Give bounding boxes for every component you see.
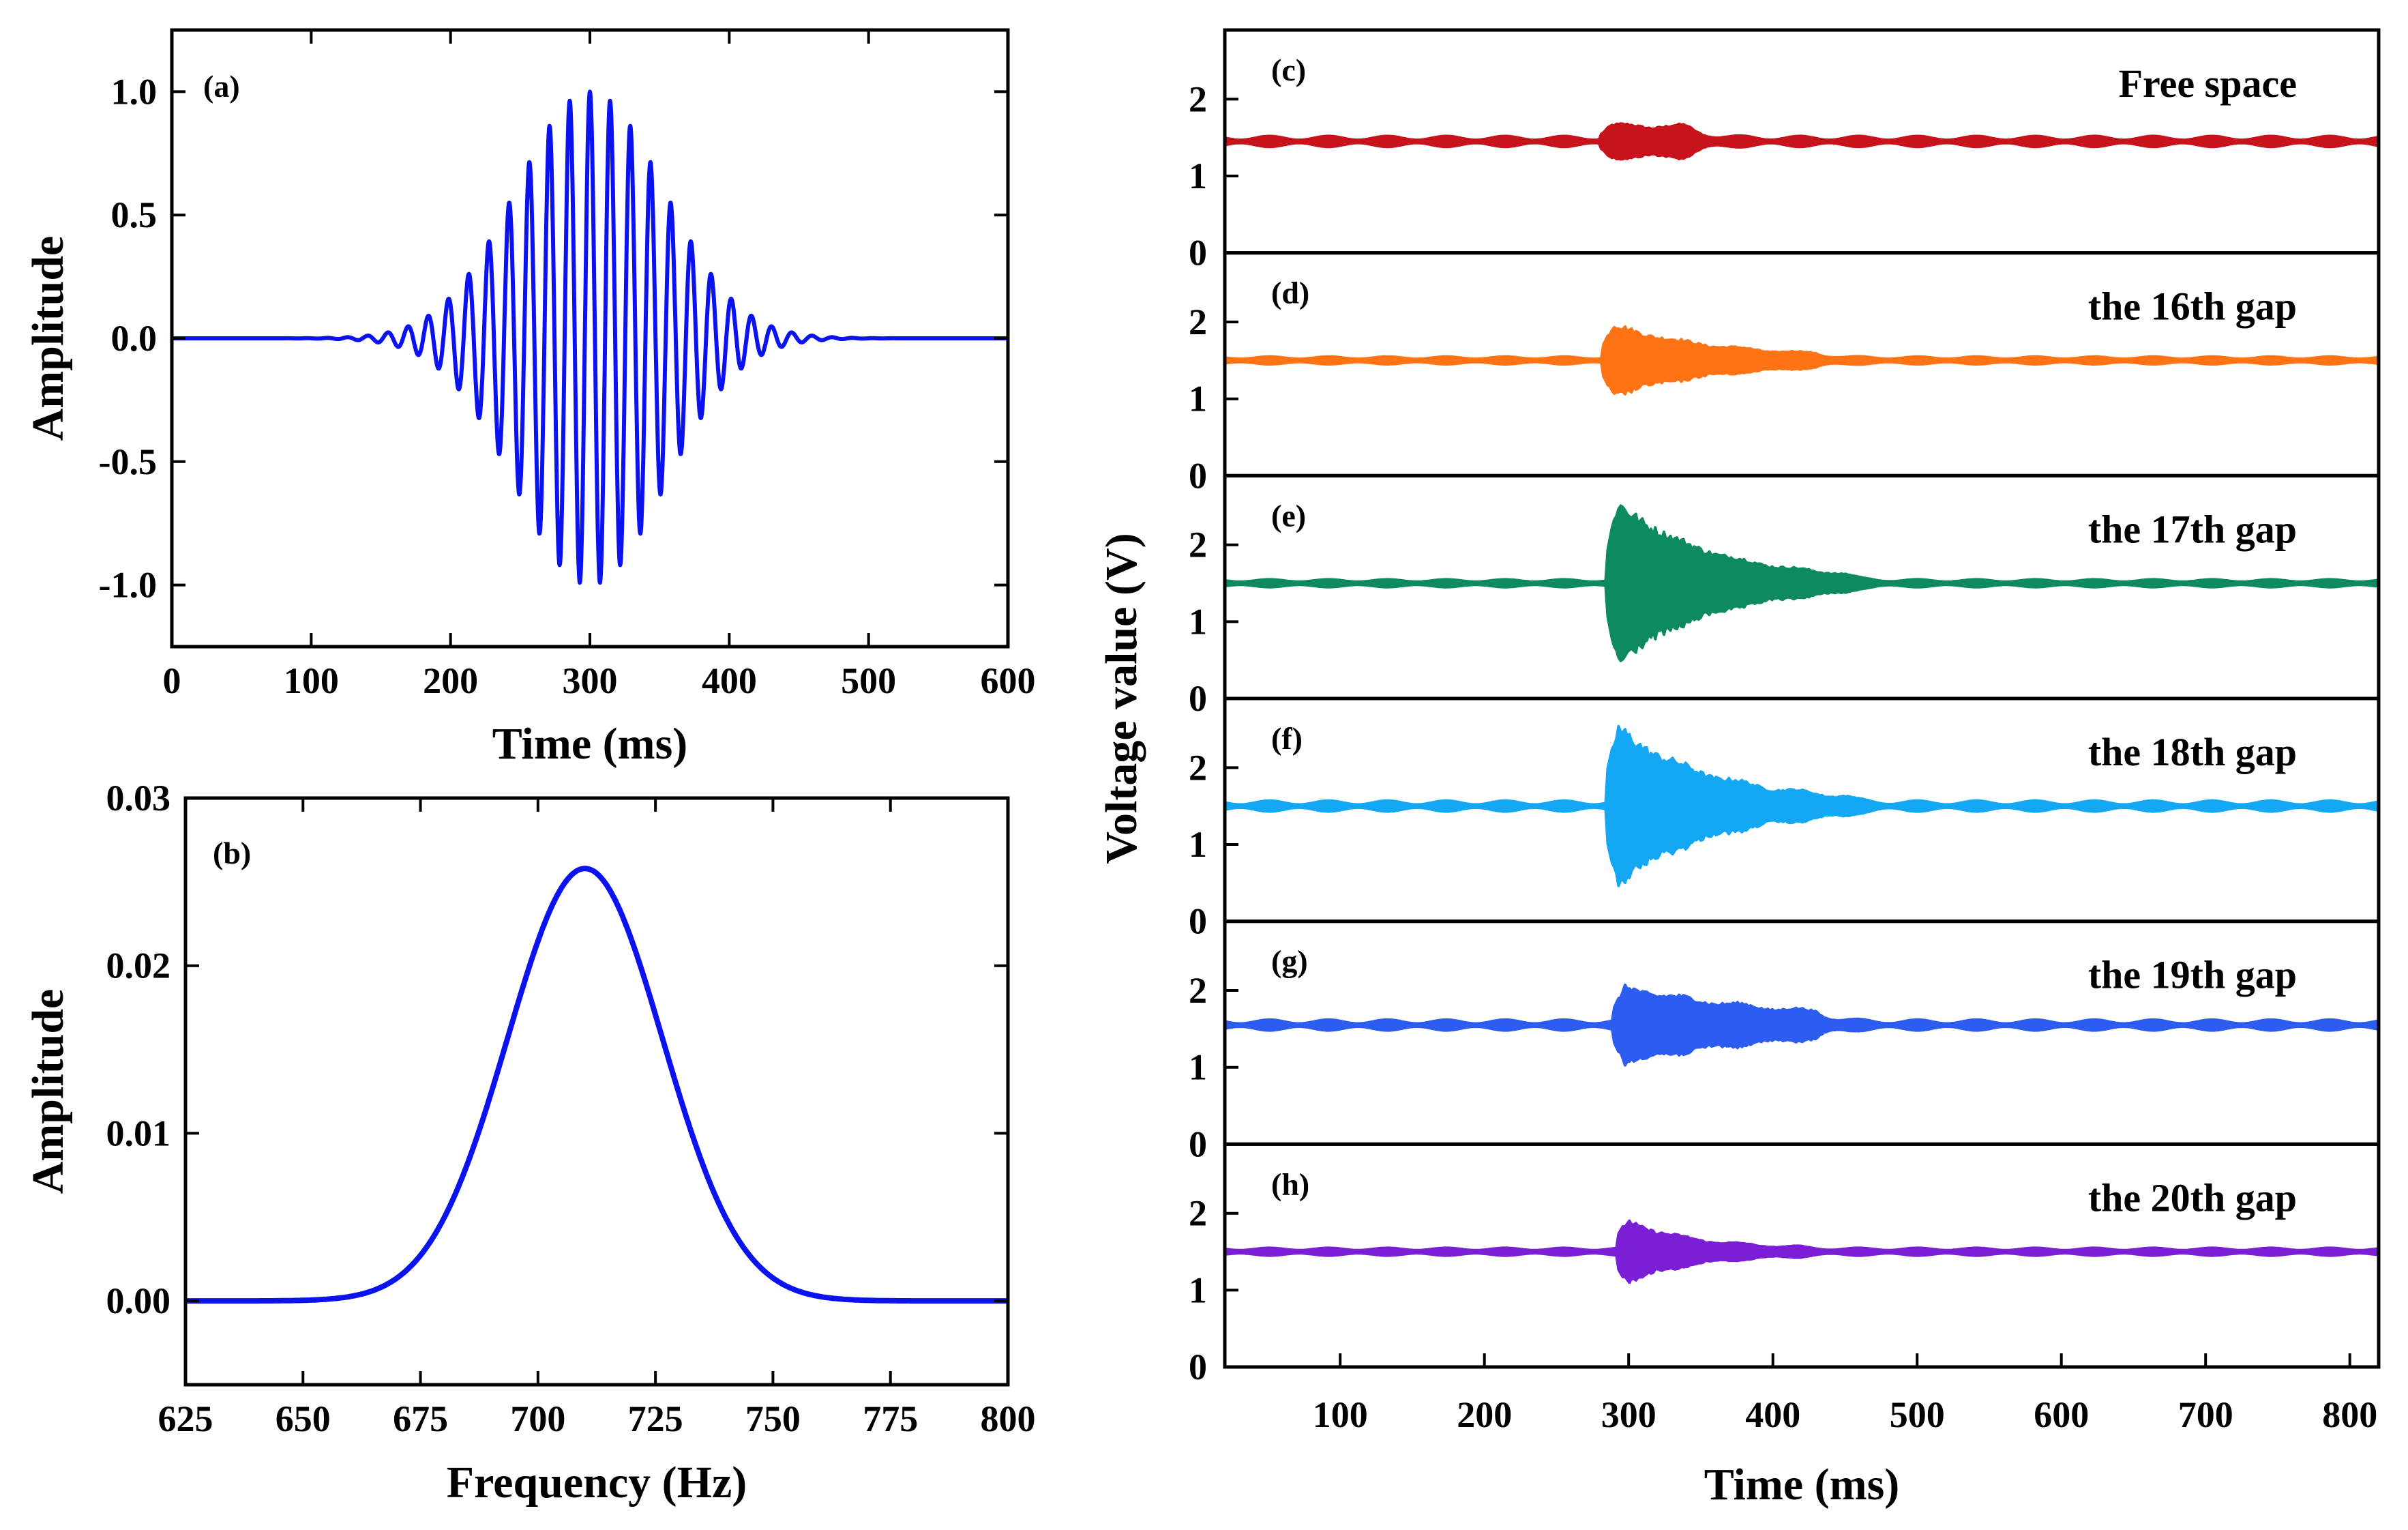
panel-d-title: the 16th gap xyxy=(2088,284,2297,329)
panel-b-ytick-label: 0.03 xyxy=(106,778,171,819)
panel-a-label: (a) xyxy=(203,69,240,104)
panel-f-ytick-label: 2 xyxy=(1189,747,1207,788)
panel-a-ytick-label: -0.5 xyxy=(99,441,157,482)
panel-b-xtick-label: 750 xyxy=(745,1398,801,1439)
panel-h-plot-frame xyxy=(1223,1142,2381,1369)
panel-h-ytick-label: 2 xyxy=(1189,1193,1207,1234)
panel-g-ytick-label: 0 xyxy=(1189,1123,1207,1164)
panel-b-plot-frame xyxy=(183,796,1010,1387)
panel-c-ytick-label: 1 xyxy=(1189,156,1207,196)
panel-b-ytick-label: 0.01 xyxy=(106,1113,171,1153)
panel-c-label: (c) xyxy=(1271,53,1306,87)
panels-c-h-y-axis-title: Voltage value (V) xyxy=(1097,533,1146,864)
panel-h-label: (h) xyxy=(1271,1166,1309,1201)
panel-c-title: Free space xyxy=(2119,61,2297,106)
panel-f-label: (f) xyxy=(1271,721,1303,756)
panel-h-ytick-label: 1 xyxy=(1189,1269,1207,1310)
panel-a-xtick-label: 0 xyxy=(163,660,181,701)
panel-f-ytick-label: 1 xyxy=(1189,824,1207,865)
panel-b-xtick-label: 775 xyxy=(863,1398,918,1439)
panel-e-ytick-label: 1 xyxy=(1189,601,1207,642)
panel-b-xtick-label: 800 xyxy=(981,1398,1036,1439)
panels-c-h-xtick-label: 100 xyxy=(1313,1394,1368,1435)
panel-d-ytick-label: 0 xyxy=(1189,455,1207,496)
panels-c-h-xtick-label: 800 xyxy=(2322,1394,2377,1435)
panels-c-h-xtick-label: 200 xyxy=(1457,1394,1512,1435)
panel-a-xtick-label: 400 xyxy=(702,660,757,701)
panels-c-h-xtick-label: 300 xyxy=(1601,1394,1656,1435)
panel-a-series-line xyxy=(170,89,1010,585)
panel-g-label: (g) xyxy=(1271,944,1308,979)
panel-a-x-axis-title: Time (ms) xyxy=(492,719,688,769)
panel-a-xtick-label: 200 xyxy=(423,660,478,701)
panel-b-x-axis-title: Frequency (Hz) xyxy=(447,1458,747,1507)
panels-c-h-xtick-label: 700 xyxy=(2178,1394,2233,1435)
panel-b-xtick-label: 625 xyxy=(158,1398,213,1439)
panel-b-ytick-label: 0.02 xyxy=(106,945,171,986)
panel-f-title: the 18th gap xyxy=(2088,730,2297,774)
panel-a-time-signal-chart: 0 100 200 300 400 500 600 -1.0 -0.5 0.0 0.5 1.0 Time… xyxy=(23,28,1036,769)
panel-h-title: the 20th gap xyxy=(2088,1175,2297,1220)
panel-a-ytick-label: 1.0 xyxy=(111,71,158,112)
panel-b-xtick-label: 725 xyxy=(628,1398,683,1439)
panel-f-ytick-label: 0 xyxy=(1189,901,1207,942)
panel-a-ytick-label: 0.0 xyxy=(111,318,158,359)
panel-a-xtick-label: 500 xyxy=(841,660,896,701)
panel-a-xtick-label: 300 xyxy=(563,660,618,701)
panel-d-label: (d) xyxy=(1271,276,1309,310)
panels-c-h-x-axis-title: Time (ms) xyxy=(1704,1460,1900,1510)
panels-c-h-xtick-label: 400 xyxy=(1745,1394,1800,1435)
panel-a-y-axis-title: Amplitude xyxy=(23,236,73,441)
panels-c-h-xtick-label: 600 xyxy=(2034,1394,2089,1435)
panel-e-ytick-label: 2 xyxy=(1189,525,1207,565)
panel-d-ytick-label: 1 xyxy=(1189,379,1207,420)
panel-g-title: the 19th gap xyxy=(2088,953,2297,997)
panel-e-ytick-label: 0 xyxy=(1189,678,1207,719)
panel-b-ytick-label: 0.00 xyxy=(106,1280,171,1321)
panel-e-label: (e) xyxy=(1271,498,1306,533)
panel-a-xtick-label: 600 xyxy=(981,660,1036,701)
panel-g-ytick-label: 1 xyxy=(1189,1047,1207,1088)
panel-b-xtick-label: 650 xyxy=(276,1398,331,1439)
panel-b-xtick-label: 675 xyxy=(393,1398,448,1439)
panel-a-ytick-label: 0.5 xyxy=(111,194,158,235)
panel-b-xtick-label: 700 xyxy=(510,1398,565,1439)
panel-e-title: the 17th gap xyxy=(2088,507,2297,551)
panel-g-ytick-label: 2 xyxy=(1189,970,1207,1011)
panels-c-to-h-voltage-chart: 0 1 2 (c) Free space 0 1 2 (d) the 16th gap 0 1 2 (e)… xyxy=(1097,28,2381,1510)
panel-c-ytick-label: 0 xyxy=(1189,233,1207,274)
panel-b-y-axis-title: Amplitude xyxy=(23,989,73,1194)
panel-b-label: (b) xyxy=(213,836,251,870)
panel-c-ytick-label: 2 xyxy=(1189,78,1207,119)
panel-b-spectrum-chart: 625 650 675 700 725 750 775 800 0.00 0.01 0.02 0.03… xyxy=(23,778,1036,1507)
panel-a-ytick-label: -1.0 xyxy=(99,565,157,606)
panel-h-ytick-label: 0 xyxy=(1189,1347,1207,1387)
panels-c-h-xtick-label: 500 xyxy=(1890,1394,1945,1435)
panel-a-xtick-label: 100 xyxy=(284,660,339,701)
panel-d-ytick-label: 2 xyxy=(1189,301,1207,342)
panel-b-series-line xyxy=(185,866,1009,1304)
